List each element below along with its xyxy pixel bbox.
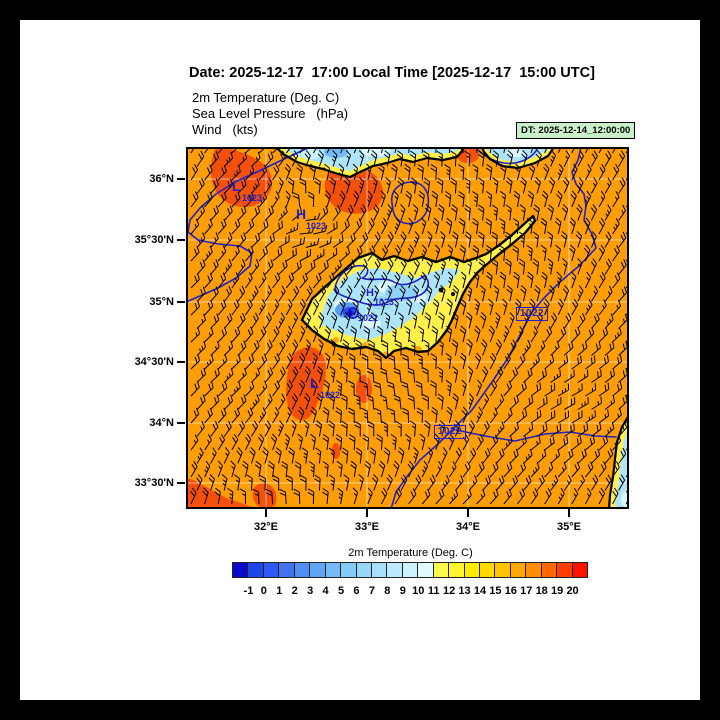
legend-tick-label: 3 xyxy=(307,585,314,597)
pressure-center-value: 1022 xyxy=(320,390,341,400)
legend-color-cell xyxy=(401,562,419,578)
lat-tick-label: 36°N xyxy=(149,173,174,185)
pressure-center-value: 1023 xyxy=(306,221,327,231)
legend-tick-label: 18 xyxy=(535,585,548,597)
legend-tick-label: 12 xyxy=(442,585,456,597)
lon-tick-label: 35°E xyxy=(557,521,581,533)
legend-color-cell xyxy=(556,562,573,578)
lat-tick xyxy=(177,239,185,241)
lat-tick xyxy=(177,482,185,484)
lon-tick-label: 32°E xyxy=(254,521,278,533)
legend-color-cell xyxy=(340,562,357,578)
legend-tick-label: 6 xyxy=(353,585,360,597)
legend-tick-label: 1 xyxy=(276,585,283,597)
legend-color-cell xyxy=(479,562,496,578)
legend-color-cell xyxy=(309,562,326,578)
dt-badge: DT: 2025-12-14_12:00:00 xyxy=(516,122,636,139)
legend-tick-label: 0 xyxy=(260,585,267,597)
pressure-contour-label-box: 1022 xyxy=(516,307,548,321)
legend-tick-label: 14 xyxy=(473,585,487,597)
legend-color-cell xyxy=(463,562,480,578)
legend-tick-label: -1 xyxy=(243,585,254,597)
lat-tick xyxy=(177,301,185,303)
lat-tick-label: 34°30'N xyxy=(134,356,174,368)
legend-color-cell xyxy=(494,562,511,578)
legend-title: 2m Temperature (Deg. C) xyxy=(348,547,473,559)
legend-tick-label: 15 xyxy=(489,585,502,597)
plot-date-title: Date: 2025-12-17 17:00 Local Time [2025-… xyxy=(189,65,595,81)
map-canvas: L 1023 H 1023 H 1023 1022 L 1022 1022 1022 xyxy=(186,147,629,509)
pressure-center-h: H xyxy=(296,206,307,222)
lon-tick xyxy=(467,509,469,517)
legend-color-cell xyxy=(432,562,450,578)
pressure-center-value: 1023 xyxy=(374,297,395,307)
legend-color-cell xyxy=(324,562,342,578)
legend-tick-label: 9 xyxy=(399,585,406,597)
lat-tick xyxy=(177,361,185,363)
legend-color-cell xyxy=(232,562,249,578)
legend-tick-label: 20 xyxy=(566,585,579,597)
legend-tick-label: 16 xyxy=(504,585,517,597)
legend-color-cell xyxy=(571,562,589,578)
field-label-pressure: Sea Level Pressure (hPa) xyxy=(192,106,349,121)
legend-color-cell xyxy=(417,562,434,578)
legend-tick-label: 10 xyxy=(412,585,425,597)
legend-tick-label: 5 xyxy=(337,585,345,597)
pressure-center-h: H xyxy=(366,287,374,299)
lat-tick-label: 35°N xyxy=(149,296,174,308)
lon-tick xyxy=(366,509,368,517)
legend-color-cell xyxy=(278,562,295,578)
legend-color-cell xyxy=(525,562,542,578)
pressure-contour-label-box: 1022 xyxy=(434,425,466,439)
legend-tick-label: 17 xyxy=(520,585,533,597)
field-label-wind: Wind (kts) xyxy=(192,122,258,137)
lon-tick xyxy=(568,509,570,517)
legend-color-cell xyxy=(370,562,388,578)
legend-color-cell xyxy=(247,562,264,578)
legend-tick-label: 11 xyxy=(427,585,440,597)
legend-tick-label: 13 xyxy=(458,585,471,597)
pressure-center-value: 1023 xyxy=(242,193,263,203)
legend-tick-label: 8 xyxy=(384,585,391,597)
legend-colorbar xyxy=(232,562,589,578)
lon-tick-label: 33°E xyxy=(355,521,379,533)
legend-color-cell xyxy=(355,562,372,578)
legend-tick-label: 2 xyxy=(291,585,298,597)
legend-color-cell xyxy=(540,562,558,578)
lat-tick xyxy=(177,178,185,180)
lat-tick-label: 35°30'N xyxy=(134,234,174,246)
pressure-center-l: L xyxy=(232,178,241,194)
legend-tick-label: 4 xyxy=(322,585,329,597)
lon-tick-label: 34°E xyxy=(456,521,480,533)
legend-color-cell xyxy=(293,562,311,578)
lon-tick xyxy=(265,509,267,517)
legend-color-cell xyxy=(448,562,465,578)
legend-tick-label: 7 xyxy=(368,585,375,597)
legend-color-cell xyxy=(509,562,527,578)
pressure-center-l: L xyxy=(310,375,319,391)
plot-panel: Date: 2025-12-17 17:00 Local Time [2025-… xyxy=(20,20,700,700)
legend-color-cell xyxy=(386,562,403,578)
pressure-value-label: 1022 xyxy=(358,313,379,323)
legend-color-cell xyxy=(262,562,280,578)
field-label-temperature: 2m Temperature (Deg. C) xyxy=(192,90,340,105)
lat-tick xyxy=(177,422,185,424)
lat-tick-label: 33°30'N xyxy=(134,477,174,489)
legend-tick-label: 19 xyxy=(551,585,564,597)
lat-tick-label: 34°N xyxy=(149,417,174,429)
map-graphics xyxy=(186,147,629,509)
